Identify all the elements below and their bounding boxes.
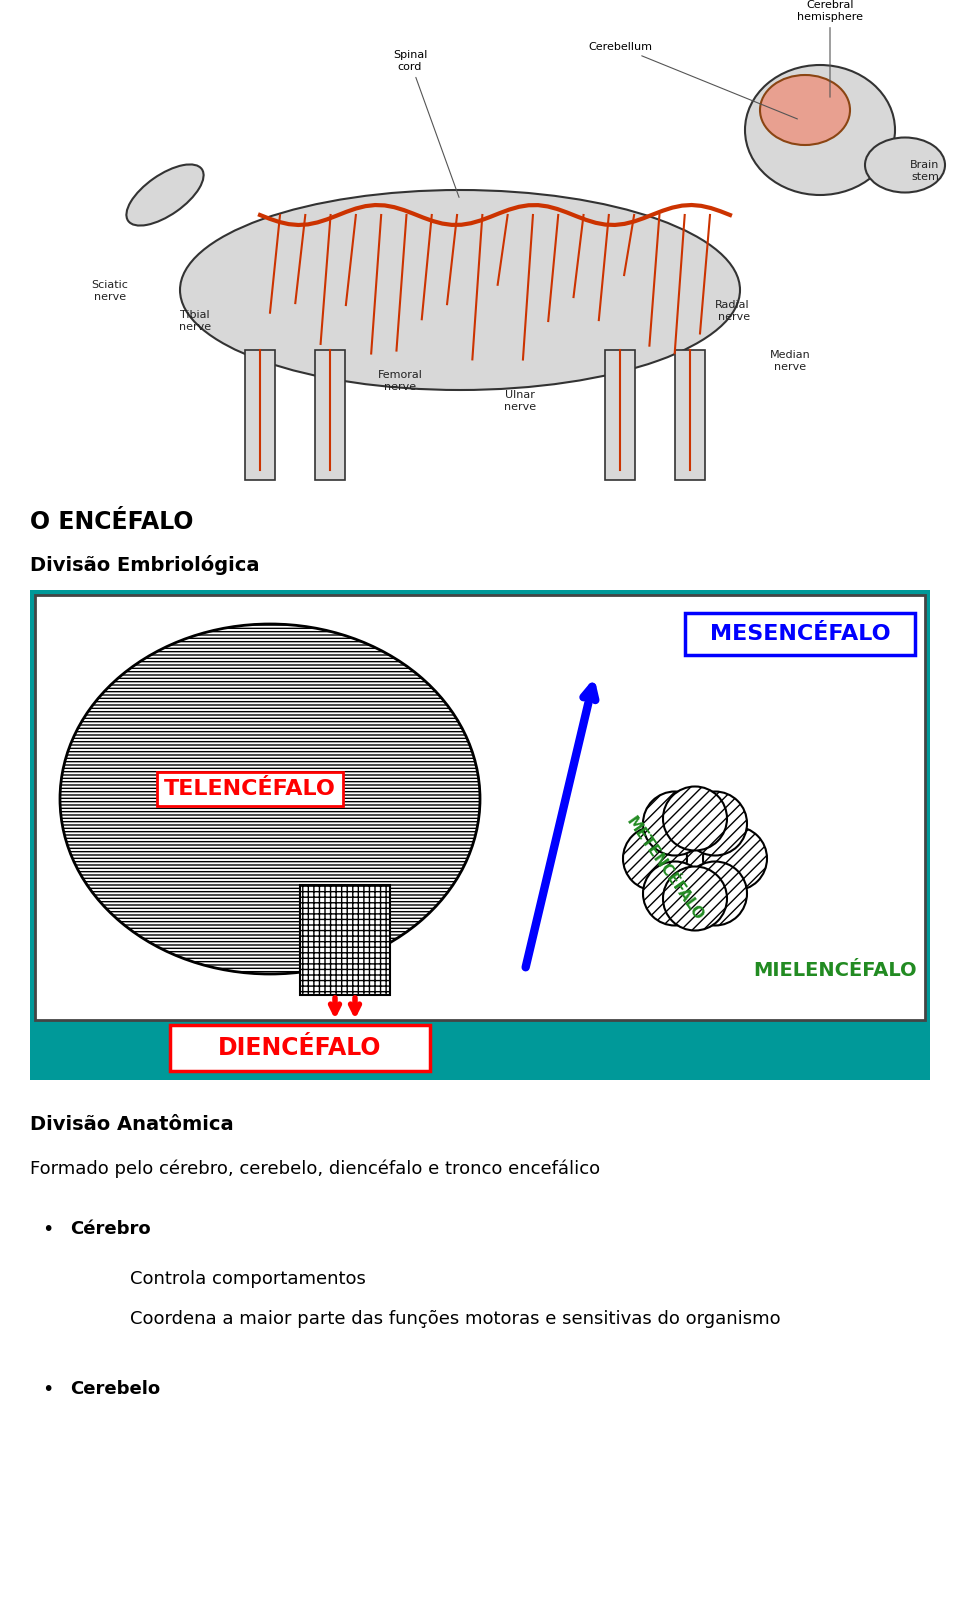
Bar: [35, 595, 925, 1020]
Text: Controla comportamentos: Controla comportamentos: [130, 1270, 366, 1288]
Text: Cérebro: Cérebro: [70, 1220, 151, 1238]
Ellipse shape: [865, 137, 945, 192]
Bar: [30, 590, 930, 1080]
Text: O ENCÉFALO: O ENCÉFALO: [30, 509, 194, 534]
Text: •: •: [42, 1380, 54, 1399]
Text: Tibial
nerve: Tibial nerve: [179, 311, 211, 332]
Circle shape: [623, 827, 687, 890]
Text: DIENCÉFALO: DIENCÉFALO: [218, 1037, 382, 1061]
Ellipse shape: [127, 164, 204, 226]
Text: Coordena a maior parte das funções motoras e sensitivas do organismo: Coordena a maior parte das funções motor…: [130, 1311, 780, 1328]
Text: Sciatic
nerve: Sciatic nerve: [91, 280, 129, 301]
Text: MESENCÉFALO: MESENCÉFALO: [709, 624, 890, 645]
Ellipse shape: [745, 64, 895, 195]
Bar: [30, 10, 930, 490]
Text: Median
nerve: Median nerve: [770, 350, 810, 372]
Text: TELENCÉFALO: TELENCÉFALO: [164, 779, 336, 800]
Text: Cerebral
hemisphere: Cerebral hemisphere: [797, 0, 863, 97]
Bar: [300, 885, 390, 995]
Text: Femoral
nerve: Femoral nerve: [377, 371, 422, 392]
Circle shape: [663, 787, 727, 851]
Circle shape: [643, 791, 707, 856]
Bar: [245, 350, 275, 480]
Ellipse shape: [760, 76, 850, 145]
Text: Brain
stem: Brain stem: [910, 161, 940, 182]
Text: Cerebelo: Cerebelo: [70, 1380, 160, 1398]
Circle shape: [663, 827, 727, 890]
Circle shape: [643, 861, 707, 925]
Bar: [675, 350, 705, 480]
Circle shape: [663, 867, 727, 930]
Ellipse shape: [60, 624, 480, 974]
Text: Radial
nerve: Radial nerve: [715, 300, 750, 322]
Circle shape: [683, 791, 747, 856]
FancyBboxPatch shape: [685, 613, 915, 654]
Text: METENCÉFALO: METENCÉFALO: [624, 814, 707, 924]
Ellipse shape: [180, 190, 740, 390]
Text: Formado pelo cérebro, cerebelo, diencéfalo e tronco encefálico: Formado pelo cérebro, cerebelo, diencéfa…: [30, 1161, 600, 1178]
Text: MIELENCÉFALO: MIELENCÉFALO: [754, 961, 917, 980]
Circle shape: [683, 861, 747, 925]
Text: •: •: [42, 1220, 54, 1240]
Circle shape: [703, 827, 767, 890]
Bar: [170, 1025, 430, 1070]
Text: Divisão Anatômica: Divisão Anatômica: [30, 1116, 233, 1133]
Bar: [605, 350, 635, 480]
Text: Spinal
cord: Spinal cord: [393, 50, 459, 197]
Bar: [315, 350, 345, 480]
Text: Cerebellum: Cerebellum: [588, 42, 798, 119]
Text: Divisão Embriológica: Divisão Embriológica: [30, 555, 259, 575]
Text: Ulnar
nerve: Ulnar nerve: [504, 390, 536, 413]
